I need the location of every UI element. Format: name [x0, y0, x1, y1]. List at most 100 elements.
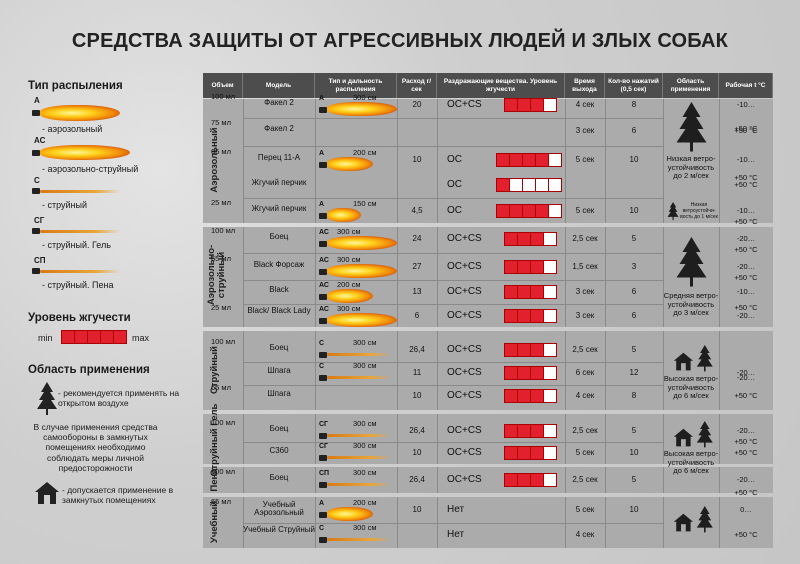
presses-cell: 10 [629, 448, 639, 457]
volume-cell: 100 мл [211, 467, 236, 476]
jet-stream-icon [40, 190, 120, 193]
area-heading: Область применения [28, 364, 150, 376]
column-divider [437, 99, 438, 223]
temp-cell: -20… [736, 426, 756, 435]
intensity-cell [504, 260, 518, 274]
intensity-cell [522, 178, 536, 192]
volume-cell: 65 мл [211, 383, 231, 392]
spray-distance: 200 см [337, 280, 361, 289]
row-divider [243, 146, 663, 147]
sprayer-icon [319, 318, 327, 324]
column-divider [243, 467, 244, 493]
house-icon [673, 428, 693, 447]
header-time: Время выхода [565, 73, 605, 98]
intensity-meter [504, 260, 557, 279]
intensity-cell [543, 232, 557, 246]
foam-stream-icon [40, 270, 120, 273]
column-divider [719, 497, 720, 548]
spray-flame-icon [327, 507, 373, 521]
presses-cell: 10 [629, 206, 639, 215]
rate-cell: 26,4 [409, 345, 425, 354]
intensity-cell [548, 153, 562, 167]
house-icon [673, 513, 693, 532]
column-divider [437, 467, 438, 493]
row-divider [243, 385, 663, 386]
irritant-name: ОС+CS [447, 233, 482, 244]
temp-cell: +50 °C [734, 245, 758, 254]
page-title: СРЕДСТВА ЗАЩИТЫ ОТ АГРЕССИВНЫХ ЛЮДЕЙ И З… [71, 30, 729, 52]
rate-cell: 10 [412, 505, 422, 514]
spray-type-code: С [319, 363, 325, 370]
volume-cell: 65 мл [211, 497, 231, 506]
legend-gel: СГ - струйный. Гель [28, 216, 198, 256]
time-cell: 3 сек [575, 126, 595, 135]
column-divider [719, 414, 720, 464]
temp-cell: +50 °C [734, 217, 758, 226]
intensity-meter [504, 309, 557, 328]
column-divider [605, 467, 606, 493]
model-cell: Black [269, 285, 289, 294]
time-cell: 5 сек [575, 155, 595, 164]
column-divider [663, 497, 664, 548]
temp-cell: +50 °C [734, 530, 758, 539]
time-cell: 5 сек [575, 505, 595, 514]
intensity-cell [522, 153, 536, 167]
presses-cell: 10 [629, 155, 639, 164]
intensity-cell [530, 260, 544, 274]
intensity-cell [517, 232, 531, 246]
temp-cell: -10… [736, 100, 756, 109]
sprayer-icon [319, 512, 327, 518]
column-divider [397, 227, 398, 327]
intensity-meter [61, 330, 127, 346]
intensity-cell [543, 309, 557, 323]
header-temp: Рабочая t °C [719, 73, 773, 98]
column-divider [315, 467, 316, 493]
spray-distance: 300 см [337, 255, 361, 264]
temp-cell: -20… [736, 311, 756, 320]
rate-cell: 20 [412, 100, 422, 109]
intensity-cell [548, 178, 562, 192]
intensity-cell [496, 204, 510, 218]
irritant-name: ОС+CS [447, 425, 482, 436]
temp-cell: -10… [736, 206, 756, 215]
column-divider [605, 331, 606, 410]
intensity-cell [530, 473, 544, 487]
time-cell: 5 сек [575, 206, 595, 215]
sprayer-icon [319, 269, 327, 275]
tree-icon [676, 102, 707, 152]
spray-flame-icon [327, 102, 397, 116]
temp-cell: +50 °C [734, 391, 758, 400]
column-divider [663, 99, 664, 223]
column-divider [437, 497, 438, 548]
model-cell: Боец [269, 232, 289, 241]
sprayer-icon [32, 188, 40, 194]
irritant-name: ОС+CS [447, 344, 482, 355]
temp-cell: +50 °C [734, 126, 758, 135]
sprayer-icon [32, 268, 40, 274]
column-divider [397, 467, 398, 493]
time-cell: 2,5 сек [572, 345, 598, 354]
column-divider [437, 227, 438, 327]
spray-distance: 300 см [353, 419, 377, 428]
presses-cell: 3 [631, 262, 637, 271]
irritant-name: ОС+CS [447, 99, 482, 110]
temp-cell: +50 °C [734, 273, 758, 282]
row-divider [243, 198, 663, 199]
spray-distance: 300 см [353, 441, 377, 450]
tree-icon [667, 202, 679, 221]
temp-cell: 0… [740, 505, 752, 514]
intensity-cell [517, 98, 531, 112]
area-text: Средняя ветро-устойчивость до 3 м/сек [663, 291, 719, 318]
intensity-meter [504, 285, 557, 304]
column-divider [437, 331, 438, 410]
rate-cell: 27 [412, 262, 422, 271]
spray-flame-icon [327, 313, 397, 327]
group-band-4 [203, 467, 773, 493]
volume-cell: 75 мл [211, 118, 231, 127]
intensity-cell [517, 309, 531, 323]
intensity-cell [543, 446, 557, 460]
group-label-5: Учебный [209, 500, 220, 544]
spray-type-code: АС [319, 257, 329, 264]
irritant-name: Нет [447, 504, 465, 515]
row-divider [243, 280, 663, 281]
